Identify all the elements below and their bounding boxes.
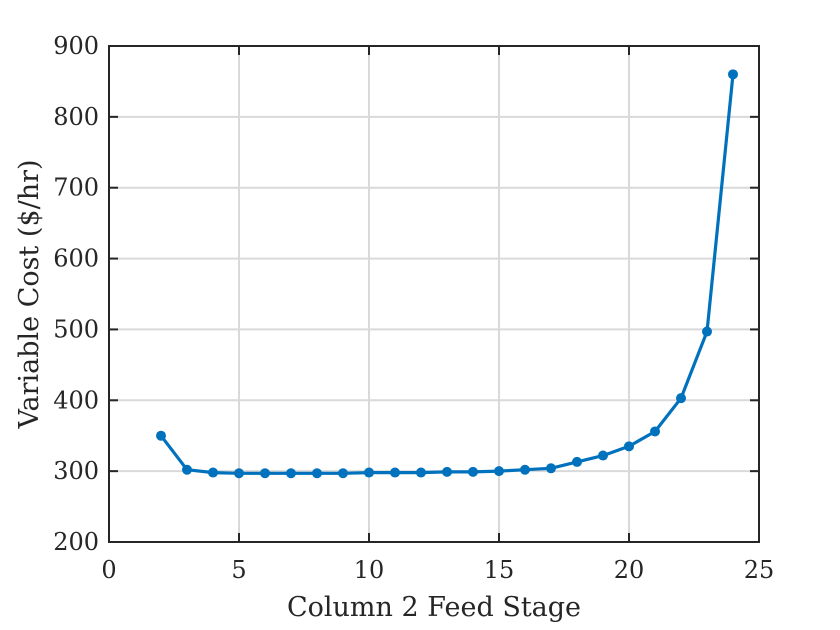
axis-ticks bbox=[108, 45, 760, 543]
data-point bbox=[676, 393, 686, 404]
y-tick-label: 300 bbox=[53, 457, 99, 485]
data-point bbox=[468, 466, 478, 477]
data-point bbox=[416, 467, 426, 478]
x-tick-label: 5 bbox=[231, 556, 246, 584]
data-point bbox=[208, 467, 218, 478]
data-point bbox=[390, 467, 400, 478]
data-point bbox=[650, 426, 660, 437]
x-tick-label: 15 bbox=[484, 556, 515, 584]
y-tick-label: 800 bbox=[53, 103, 99, 131]
data-point bbox=[234, 468, 244, 479]
data-point bbox=[728, 69, 738, 80]
y-tick-label: 500 bbox=[53, 315, 99, 343]
x-tick-label: 10 bbox=[354, 556, 385, 584]
data-point bbox=[598, 450, 608, 461]
data-point bbox=[364, 467, 374, 478]
data-point bbox=[520, 464, 530, 475]
x-axis-label: Column 2 Feed Stage bbox=[287, 592, 581, 623]
y-tick-label: 400 bbox=[53, 386, 99, 414]
data-point bbox=[494, 466, 504, 477]
data-point bbox=[702, 326, 712, 337]
x-tick-label: 25 bbox=[744, 556, 775, 584]
y-tick-label: 200 bbox=[53, 528, 99, 556]
data-point bbox=[286, 468, 296, 479]
data-point bbox=[260, 468, 270, 479]
y-tick-label: 700 bbox=[53, 174, 99, 202]
y-axis-label: Variable Cost ($/hr) bbox=[14, 159, 45, 429]
x-tick-label: 0 bbox=[101, 556, 116, 584]
data-point bbox=[312, 468, 322, 479]
data-point bbox=[624, 441, 634, 452]
series-group bbox=[156, 69, 738, 479]
data-point bbox=[156, 430, 166, 441]
plot-frame bbox=[108, 45, 760, 543]
data-point bbox=[442, 466, 452, 477]
data-point bbox=[546, 463, 556, 474]
tick-labels: 0 5 10 15 20 25 200 300 400 500 600 700 800 900 bbox=[53, 32, 774, 584]
y-tick-label: 600 bbox=[53, 245, 99, 273]
data-point bbox=[182, 464, 192, 475]
y-tick-label: 900 bbox=[53, 32, 99, 60]
data-point bbox=[572, 456, 582, 467]
x-tick-label: 20 bbox=[614, 556, 645, 584]
data-point bbox=[338, 468, 348, 479]
